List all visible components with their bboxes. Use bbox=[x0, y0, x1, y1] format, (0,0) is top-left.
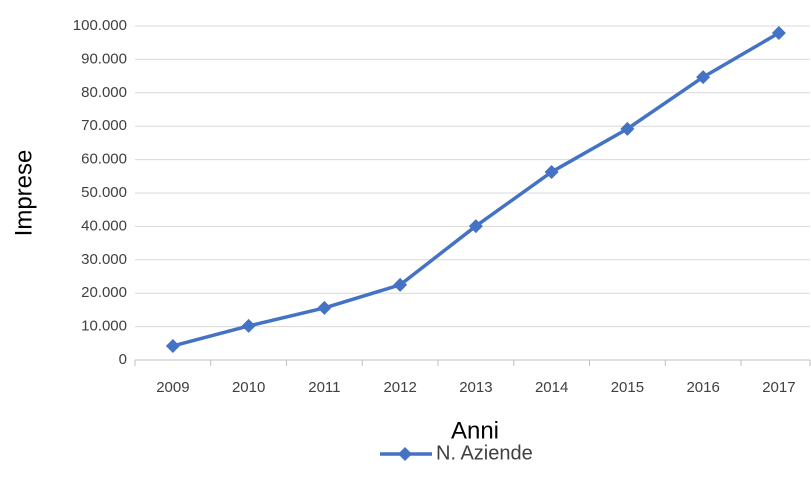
x-tick-label: 2012 bbox=[383, 379, 416, 396]
marker bbox=[317, 300, 332, 315]
y-tick-label: 30.000 bbox=[81, 251, 127, 268]
legend-label: N. Aziende bbox=[436, 442, 533, 464]
x-tick-label: 2013 bbox=[459, 379, 492, 396]
x-tick-label: 2017 bbox=[762, 379, 795, 396]
marker bbox=[544, 164, 559, 179]
x-axis-title: Anni bbox=[451, 417, 499, 444]
marker bbox=[620, 121, 635, 136]
y-tick-label: 90.000 bbox=[81, 50, 127, 67]
y-tick-label: 70.000 bbox=[81, 117, 127, 134]
y-tick-label: 20.000 bbox=[81, 284, 127, 301]
x-tick-label: 2009 bbox=[156, 379, 189, 396]
y-tick-label: 100.000 bbox=[73, 17, 127, 34]
x-tick-label: 2014 bbox=[535, 379, 568, 396]
x-tick-label: 2011 bbox=[308, 379, 340, 396]
marker bbox=[696, 70, 711, 85]
x-tick-label: 2010 bbox=[232, 379, 265, 396]
x-tick-label: 2015 bbox=[611, 379, 644, 396]
legend-marker bbox=[398, 447, 412, 461]
series-line bbox=[172, 31, 780, 348]
marker bbox=[468, 219, 483, 234]
marker bbox=[771, 26, 786, 41]
y-axis-title: Imprese bbox=[10, 150, 37, 237]
marker bbox=[165, 338, 180, 353]
y-tick-label: 50.000 bbox=[81, 184, 127, 201]
y-tick-label: 10.000 bbox=[81, 318, 127, 335]
marker bbox=[393, 277, 408, 292]
y-tick-label: 80.000 bbox=[81, 84, 127, 101]
y-tick-label: 60.000 bbox=[81, 151, 127, 168]
x-tick-label: 2016 bbox=[686, 379, 719, 396]
marker bbox=[241, 318, 256, 333]
y-tick-label: 40.000 bbox=[81, 217, 127, 234]
y-tick-label: 0 bbox=[119, 351, 127, 368]
